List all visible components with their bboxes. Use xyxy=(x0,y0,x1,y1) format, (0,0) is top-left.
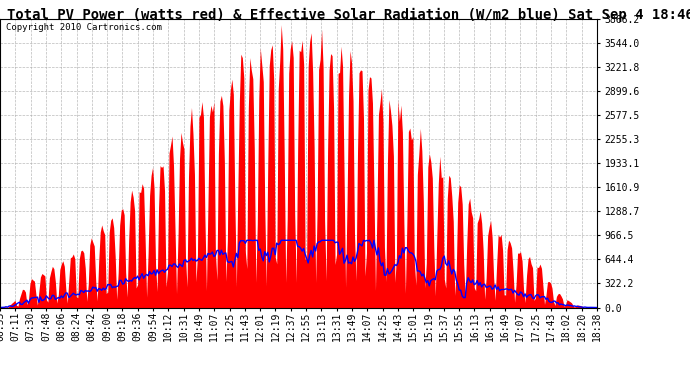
Text: Copyright 2010 Cartronics.com: Copyright 2010 Cartronics.com xyxy=(6,23,162,32)
Text: Total PV Power (watts red) & Effective Solar Radiation (W/m2 blue) Sat Sep 4 18:: Total PV Power (watts red) & Effective S… xyxy=(7,8,690,22)
